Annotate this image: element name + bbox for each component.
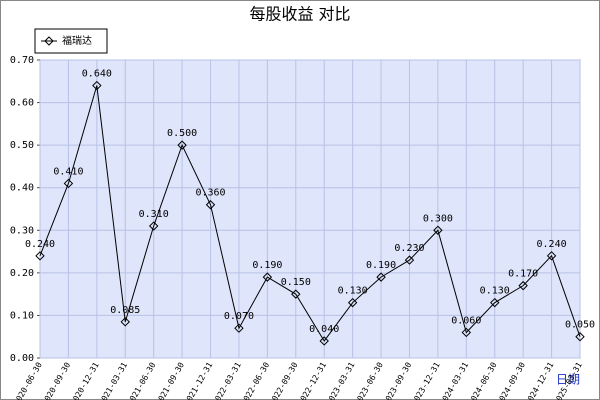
y-tick-label: 0.30 [10, 225, 34, 236]
point-marker [291, 289, 301, 299]
point-marker [575, 332, 585, 342]
data-label: 0.060 [451, 315, 481, 326]
data-label: 0.190 [366, 260, 396, 271]
data-label: 0.240 [537, 239, 567, 250]
data-label: 0.170 [508, 269, 538, 280]
point-marker [404, 255, 415, 265]
point-marker [490, 297, 500, 308]
data-label: 0.360 [195, 188, 225, 199]
point-marker [92, 80, 102, 91]
x-axis-label: 日期 [556, 373, 580, 387]
point-marker [205, 200, 216, 210]
data-label: 0.085 [110, 305, 140, 316]
point-marker [376, 272, 386, 282]
data-label: 0.500 [167, 128, 197, 139]
point-marker [546, 251, 557, 261]
data-label: 0.640 [82, 69, 112, 80]
data-label: 0.240 [25, 239, 55, 250]
y-tick-label: 0.00 [10, 353, 34, 364]
y-tick-label: 0.70 [10, 55, 34, 66]
point-marker [518, 280, 528, 291]
data-label: 0.040 [309, 324, 339, 335]
data-label: 0.230 [394, 243, 424, 254]
data-label: 0.190 [252, 260, 282, 271]
point-marker [461, 327, 472, 338]
legend-marker [44, 36, 54, 46]
point-marker [35, 251, 45, 261]
point-marker [234, 323, 244, 333]
series-line [39, 85, 581, 342]
y-tick-label: 0.60 [10, 98, 34, 109]
data-label: 0.130 [338, 286, 368, 297]
point-marker [433, 225, 443, 235]
point-marker [120, 317, 130, 327]
point-marker [63, 178, 74, 189]
data-label: 0.300 [423, 213, 453, 224]
data-label: 0.410 [53, 166, 83, 177]
point-marker [347, 297, 358, 308]
y-tick-label: 0.20 [10, 268, 34, 279]
data-label: 0.050 [565, 320, 595, 331]
legend-label: 福瑞达 [62, 34, 92, 47]
y-tick-label: 0.10 [10, 310, 34, 321]
point-marker [262, 272, 273, 282]
point-marker [319, 336, 329, 346]
y-tick-label: 0.50 [10, 140, 34, 151]
data-label: 0.310 [139, 209, 169, 220]
data-label: 0.150 [281, 277, 311, 288]
y-tick-label: 0.40 [10, 183, 34, 194]
point-marker [177, 140, 187, 150]
chart-title: 每股收益 对比 [249, 5, 350, 24]
data-label: 0.130 [480, 286, 510, 297]
point-marker [148, 221, 159, 231]
data-label: 0.070 [224, 311, 254, 322]
